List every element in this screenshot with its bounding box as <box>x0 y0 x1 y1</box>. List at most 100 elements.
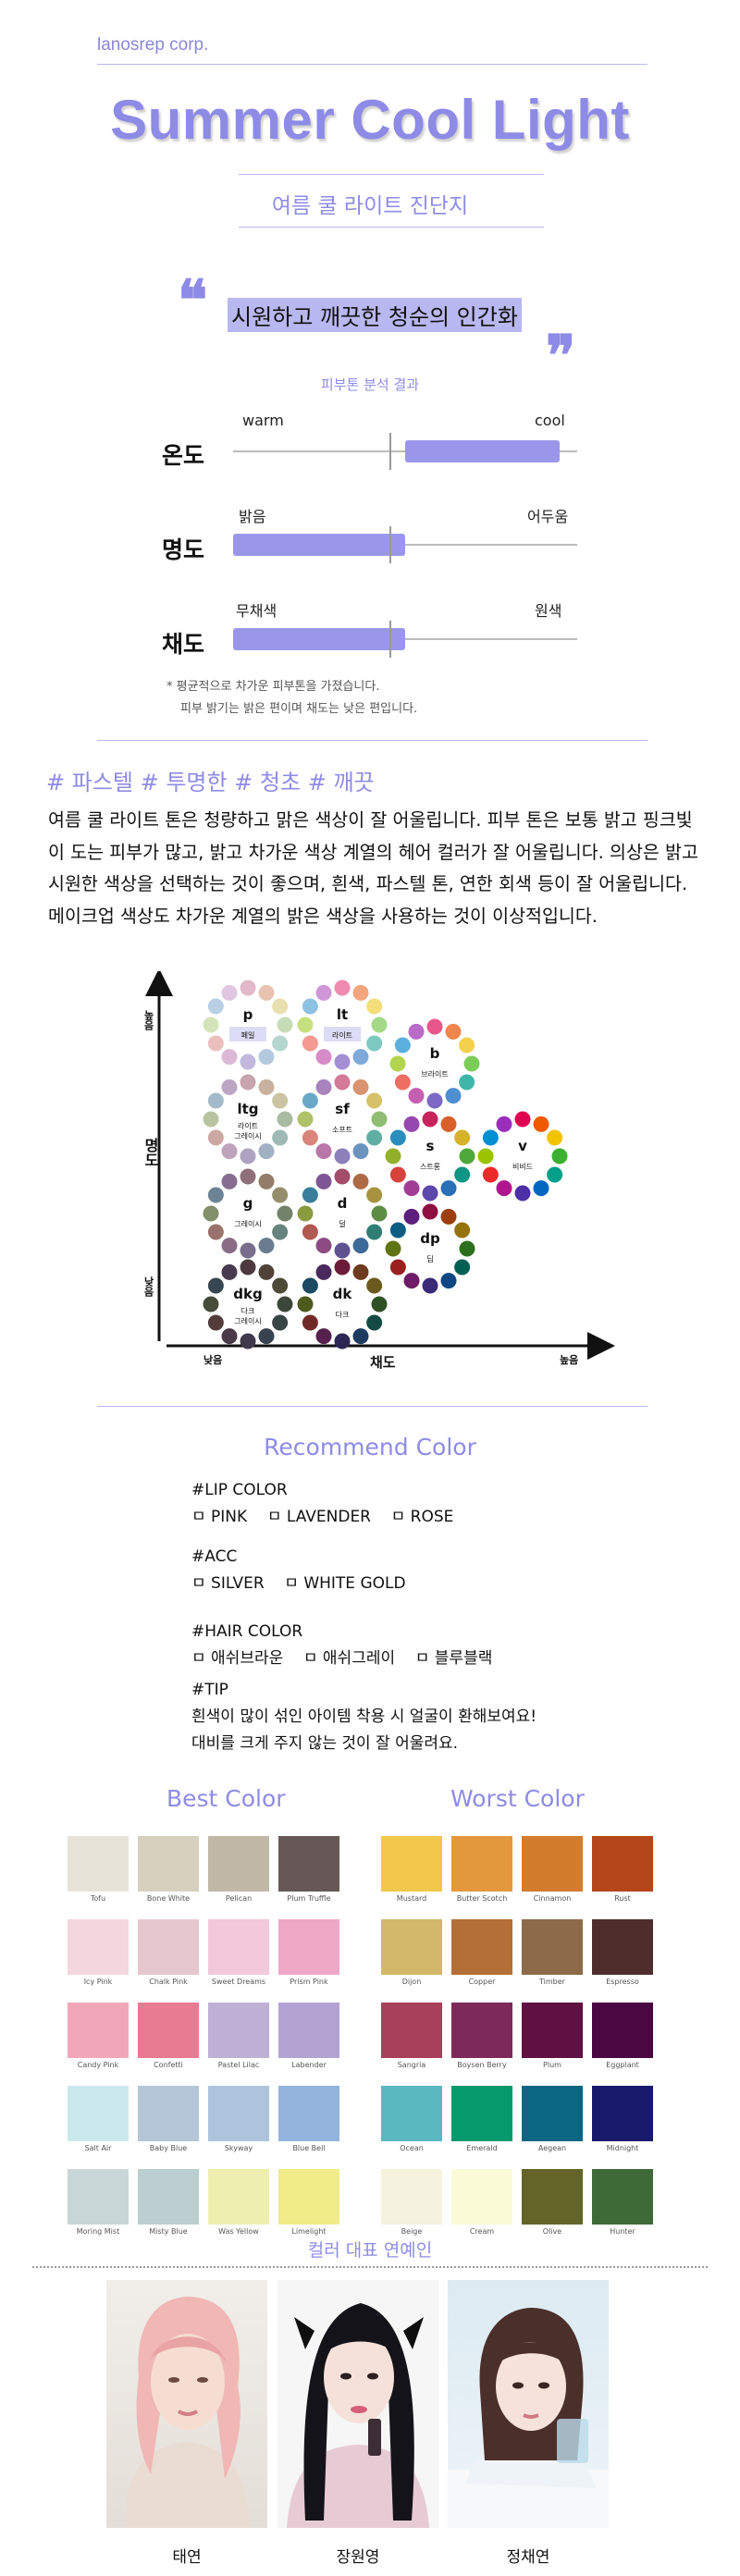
color-chip: Confetti <box>138 2003 199 2069</box>
color-chip: Bone White <box>138 1836 199 1903</box>
tone-dot <box>394 1037 411 1054</box>
tip-line: 대비를 크게 주지 않는 것이 잘 어울려요. <box>191 1734 459 1753</box>
lip-heading: #LIP COLOR <box>191 1481 288 1499</box>
tone-dot <box>277 1017 293 1033</box>
color-chip: Timber <box>522 1919 583 1986</box>
tone-dot <box>389 1166 406 1183</box>
analysis-label: 피부톤 분석 결과 <box>320 376 420 393</box>
tone-dot <box>207 1224 224 1240</box>
scale-center-marker <box>389 433 391 470</box>
tone-name-label: 페일 <box>241 1030 255 1040</box>
tone-code-label: dk <box>333 1286 353 1302</box>
lip-items: ㅁ PINK ㅁ LAVENDER ㅁ ROSE <box>191 1504 453 1531</box>
analysis-note: 피부 밝기는 밝은 편이며 채도는 낮은 편입니다. <box>180 702 418 716</box>
color-swatch <box>381 2169 442 2225</box>
celebrity-name: 태연 <box>172 2548 202 2567</box>
tone-dot <box>366 1224 383 1240</box>
tone-dot <box>426 1092 443 1109</box>
color-chip: Blue Bell <box>278 2086 339 2152</box>
color-swatch <box>278 1919 339 1975</box>
scale-track <box>233 544 577 546</box>
color-swatch <box>208 1836 269 1892</box>
tone-dot <box>551 1148 568 1165</box>
tone-dot <box>203 1205 219 1222</box>
tone-name-label: 소프트 <box>332 1126 352 1134</box>
tone-description: 여름 쿨 라이트 톤은 청량하고 맑은 색상이 잘 어울립니다. 피부 톤은 보… <box>48 809 698 927</box>
color-name: Salt Air <box>84 2144 112 2152</box>
color-name: Beige <box>401 2227 423 2236</box>
color-swatch <box>68 2169 129 2225</box>
x-axis-label: 채도 <box>370 1354 396 1371</box>
color-name: Timber <box>539 1978 565 1986</box>
tone-code-label: p <box>243 1006 253 1023</box>
tone-dot <box>221 1078 238 1095</box>
tone-dot <box>207 1277 224 1294</box>
tone-code-label: dkg <box>233 1286 262 1302</box>
color-swatch <box>381 1919 442 1975</box>
tone-wheel-p: p 페일 <box>203 980 293 1070</box>
color-swatch <box>278 2169 339 2225</box>
tone-dot <box>221 1049 238 1066</box>
color-swatch <box>522 2169 583 2225</box>
scale-right-label: cool <box>535 412 565 429</box>
tone-name-label: 그레이시 <box>234 1316 261 1325</box>
checkbox-icon: ㅁ <box>390 1508 406 1526</box>
lip-item: ROSE <box>410 1508 454 1526</box>
color-swatch <box>381 2086 442 2141</box>
tone-dot <box>445 1088 462 1104</box>
tone-dot <box>221 1143 238 1160</box>
color-swatch <box>68 2086 129 2141</box>
color-chip: Pelican <box>208 1836 269 1903</box>
tone-dot <box>258 1173 275 1189</box>
tone-dot <box>366 1314 383 1331</box>
tone-dot <box>240 1074 256 1091</box>
tip-heading: #TIP <box>191 1681 228 1699</box>
color-swatch <box>592 1836 653 1892</box>
hair-item: 애쉬브라운 <box>211 1649 284 1668</box>
tone-dot <box>315 984 332 1001</box>
tone-name-label: 그레이시 <box>234 1219 261 1228</box>
color-name: Ocean <box>400 2144 424 2152</box>
y-axis-label: 명도 <box>142 1138 159 1167</box>
color-name: Midnight <box>606 2144 639 2152</box>
celebrity-photo <box>278 2280 438 2528</box>
hair-heading: #HAIR COLOR <box>191 1622 303 1641</box>
acc-heading: #ACC <box>191 1547 238 1566</box>
tone-dot <box>272 1035 289 1052</box>
tone-dot <box>203 1111 219 1128</box>
tone-dot <box>454 1129 471 1146</box>
tone-dot <box>221 984 238 1001</box>
tone-dot <box>533 1115 549 1132</box>
tone-dot <box>207 1187 224 1203</box>
tone-dot <box>203 1296 219 1313</box>
tone-wheel-sf: sf 소프트 <box>297 1074 388 1165</box>
scale-center-marker <box>389 621 391 658</box>
color-chip: Copper <box>451 1919 512 1986</box>
color-name: Emerald <box>466 2144 498 2152</box>
tone-dot <box>334 1259 351 1276</box>
tone-dot <box>394 1074 411 1091</box>
color-chip: Pastel Lilac <box>208 2003 269 2069</box>
tone-dot <box>297 1296 314 1313</box>
color-swatch <box>451 2086 512 2141</box>
color-chip: Candy Pink <box>68 2003 129 2069</box>
tone-code-label: sf <box>335 1101 350 1117</box>
color-name: Labender <box>291 2061 327 2069</box>
color-name: Cream <box>469 2227 495 2236</box>
tone-dot <box>302 1314 318 1331</box>
tone-dot <box>547 1166 563 1183</box>
color-chip: Olive <box>522 2169 583 2236</box>
worst-color-palette: Mustard Butter Scotch Cinnamon Rust Dijon Cop… <box>381 1836 653 2236</box>
tone-dot <box>221 1238 238 1254</box>
tone-dot <box>459 1148 475 1165</box>
color-swatch <box>592 2169 653 2225</box>
tone-wheel-dp: dp 딥 <box>385 1203 475 1294</box>
tone-dot <box>240 1148 256 1165</box>
tone-dot <box>389 1259 406 1276</box>
tone-dot <box>496 1180 512 1197</box>
tone-dot <box>240 980 256 996</box>
color-swatch <box>138 1919 199 1975</box>
color-chip: Sweet Dreams <box>208 1919 269 1986</box>
section-divider <box>97 1406 648 1407</box>
